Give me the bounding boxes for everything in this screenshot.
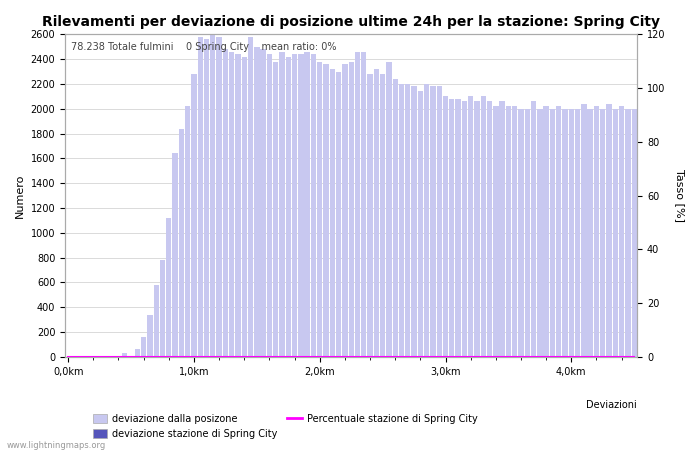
- Bar: [235, 54, 241, 357]
- Bar: [462, 101, 467, 357]
- Bar: [625, 109, 631, 357]
- Bar: [505, 106, 511, 357]
- Bar: [286, 57, 291, 357]
- Bar: [298, 54, 304, 357]
- Bar: [612, 109, 618, 357]
- Bar: [241, 57, 247, 357]
- Bar: [361, 52, 366, 357]
- Bar: [430, 86, 435, 357]
- Bar: [134, 349, 140, 357]
- Y-axis label: Tasso [%]: Tasso [%]: [675, 169, 685, 222]
- Bar: [260, 49, 266, 357]
- Bar: [204, 39, 209, 357]
- Bar: [197, 37, 203, 357]
- Bar: [380, 74, 385, 357]
- Bar: [330, 69, 335, 357]
- Bar: [443, 96, 448, 357]
- Bar: [267, 54, 272, 357]
- Bar: [216, 37, 222, 357]
- Bar: [405, 84, 410, 357]
- Bar: [537, 109, 542, 357]
- Bar: [393, 79, 398, 357]
- Bar: [499, 101, 505, 357]
- Bar: [456, 99, 461, 357]
- Text: www.lightningmaps.org: www.lightningmaps.org: [7, 441, 106, 450]
- Bar: [166, 218, 172, 357]
- Bar: [248, 37, 253, 357]
- Bar: [355, 52, 360, 357]
- Bar: [449, 99, 454, 357]
- Bar: [556, 106, 561, 357]
- Bar: [543, 106, 549, 357]
- Bar: [424, 84, 429, 357]
- Bar: [468, 96, 473, 357]
- Text: 78.238 Totale fulmini    0 Spring City    mean ratio: 0%: 78.238 Totale fulmini 0 Spring City mean…: [71, 42, 336, 52]
- Bar: [475, 101, 480, 357]
- Bar: [437, 86, 442, 357]
- Bar: [210, 34, 216, 357]
- Bar: [531, 101, 536, 357]
- Bar: [600, 109, 606, 357]
- Bar: [481, 96, 486, 357]
- Bar: [141, 337, 146, 357]
- Bar: [418, 91, 423, 357]
- Bar: [386, 62, 391, 357]
- Bar: [512, 106, 517, 357]
- Bar: [550, 109, 555, 357]
- Bar: [518, 109, 524, 357]
- Y-axis label: Numero: Numero: [15, 173, 25, 218]
- Bar: [178, 129, 184, 357]
- Bar: [185, 106, 190, 357]
- Text: Deviazioni: Deviazioni: [587, 400, 637, 410]
- Bar: [581, 104, 587, 357]
- Bar: [254, 47, 260, 357]
- Bar: [191, 74, 197, 357]
- Bar: [587, 109, 593, 357]
- Bar: [304, 52, 310, 357]
- Bar: [524, 109, 530, 357]
- Bar: [279, 52, 285, 357]
- Bar: [494, 106, 498, 357]
- Bar: [323, 64, 329, 357]
- Bar: [122, 353, 127, 357]
- Bar: [147, 315, 153, 357]
- Bar: [317, 62, 323, 357]
- Bar: [368, 74, 372, 357]
- Bar: [172, 153, 178, 357]
- Bar: [399, 84, 404, 357]
- Bar: [594, 106, 599, 357]
- Bar: [223, 49, 228, 357]
- Bar: [311, 54, 316, 357]
- Bar: [336, 72, 342, 357]
- Legend: deviazione dalla posizone, deviazione stazione di Spring City, Percentuale stazi: deviazione dalla posizone, deviazione st…: [89, 410, 482, 443]
- Bar: [349, 62, 354, 357]
- Bar: [342, 64, 348, 357]
- Bar: [568, 109, 574, 357]
- Title: Rilevamenti per deviazione di posizione ultime 24h per la stazione: Spring City: Rilevamenti per deviazione di posizione …: [42, 15, 660, 29]
- Bar: [412, 86, 416, 357]
- Bar: [229, 52, 234, 357]
- Bar: [562, 109, 568, 357]
- Bar: [292, 54, 298, 357]
- Bar: [575, 109, 580, 357]
- Bar: [273, 62, 279, 357]
- Bar: [631, 109, 637, 357]
- Bar: [619, 106, 624, 357]
- Bar: [160, 260, 165, 357]
- Bar: [374, 69, 379, 357]
- Bar: [487, 101, 492, 357]
- Bar: [153, 285, 159, 357]
- Bar: [606, 104, 612, 357]
